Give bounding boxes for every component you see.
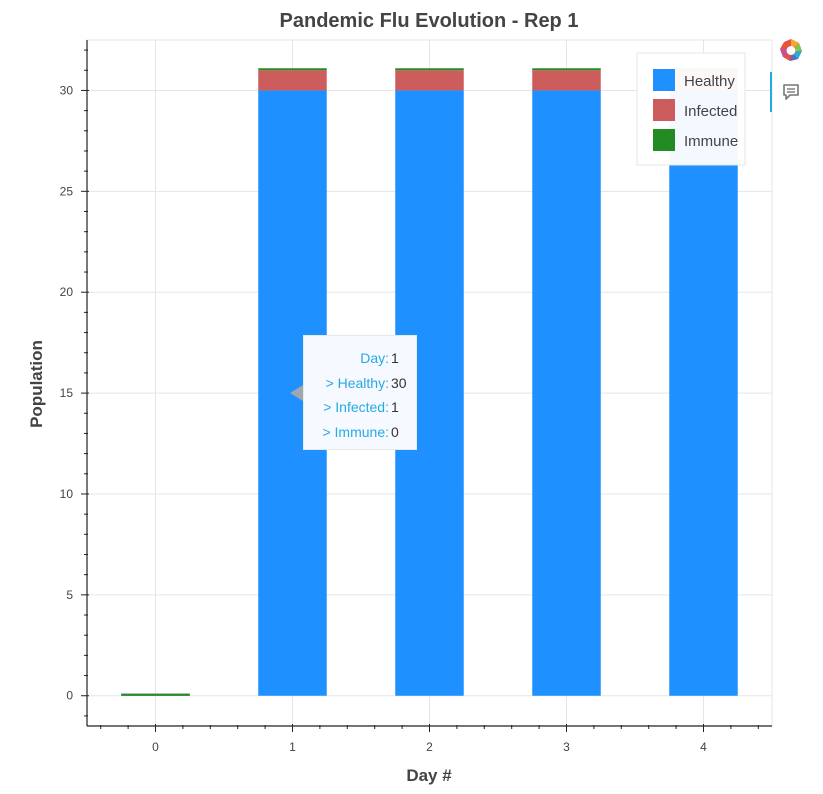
bar-infected-1 bbox=[258, 70, 327, 91]
tooltip-value: 0 bbox=[391, 423, 399, 440]
bars-layer bbox=[121, 68, 738, 696]
tooltip-row: > Healthy: 30 bbox=[304, 371, 416, 396]
y-axis-label: Population bbox=[27, 340, 46, 428]
hover-tooltip: Day: 1 > Healthy: 30 > Infected: 1 > Imm… bbox=[303, 335, 417, 450]
tooltip-row: > Infected: 1 bbox=[304, 395, 416, 420]
tooltip-row: Day: 1 bbox=[304, 346, 416, 371]
bar-immune-3 bbox=[532, 68, 601, 71]
y-tick-label: 10 bbox=[60, 487, 74, 501]
y-tick-label: 20 bbox=[60, 285, 74, 299]
bokeh-logo-icon[interactable] bbox=[779, 38, 803, 62]
tooltip-value: 1 bbox=[391, 350, 399, 367]
bar-immune-0 bbox=[121, 693, 190, 696]
bar-immune-1 bbox=[258, 68, 327, 71]
legend-swatch-infected bbox=[653, 99, 675, 121]
bar-infected-3 bbox=[532, 70, 601, 91]
tooltip-value: 1 bbox=[391, 399, 399, 416]
tooltip-key: > Infected: bbox=[323, 399, 389, 416]
tooltip-key: > Healthy: bbox=[325, 374, 389, 391]
y-tick-label: 5 bbox=[66, 588, 73, 602]
legend-label-infected: Infected bbox=[684, 103, 737, 120]
y-tick-label: 25 bbox=[60, 184, 74, 198]
x-tick-label: 3 bbox=[563, 740, 570, 754]
y-tick-label: 15 bbox=[60, 386, 74, 400]
bar-healthy-4 bbox=[669, 90, 738, 696]
tooltip-key: > Immune: bbox=[322, 423, 389, 440]
tooltip-row: > Immune: 0 bbox=[304, 420, 416, 445]
tooltip-pointer bbox=[290, 385, 303, 401]
bar-healthy-3 bbox=[532, 90, 601, 696]
x-tick-label: 2 bbox=[426, 740, 433, 754]
y-tick-label: 30 bbox=[60, 83, 74, 97]
y-tick-label: 0 bbox=[66, 689, 73, 703]
x-tick-label: 1 bbox=[289, 740, 296, 754]
x-tick-label: 0 bbox=[152, 740, 159, 754]
legend-label-healthy: Healthy bbox=[684, 73, 735, 90]
legend: Healthy Infected Immune bbox=[636, 52, 746, 166]
chart-title: Pandemic Flu Evolution - Rep 1 bbox=[280, 10, 579, 32]
legend-swatch-healthy bbox=[653, 69, 675, 91]
bar-immune-2 bbox=[395, 68, 464, 71]
tooltip-value: 30 bbox=[391, 374, 407, 391]
legend-swatch-immune bbox=[653, 129, 675, 151]
x-tick-label: 4 bbox=[700, 740, 707, 754]
hover-tooltip-icon[interactable] bbox=[779, 80, 803, 104]
legend-label-immune: Immune bbox=[684, 133, 738, 150]
tooltip-key: Day: bbox=[360, 350, 389, 367]
x-axis-label: Day # bbox=[406, 766, 452, 785]
active-tool-indicator bbox=[770, 72, 772, 112]
bar-infected-2 bbox=[395, 70, 464, 91]
